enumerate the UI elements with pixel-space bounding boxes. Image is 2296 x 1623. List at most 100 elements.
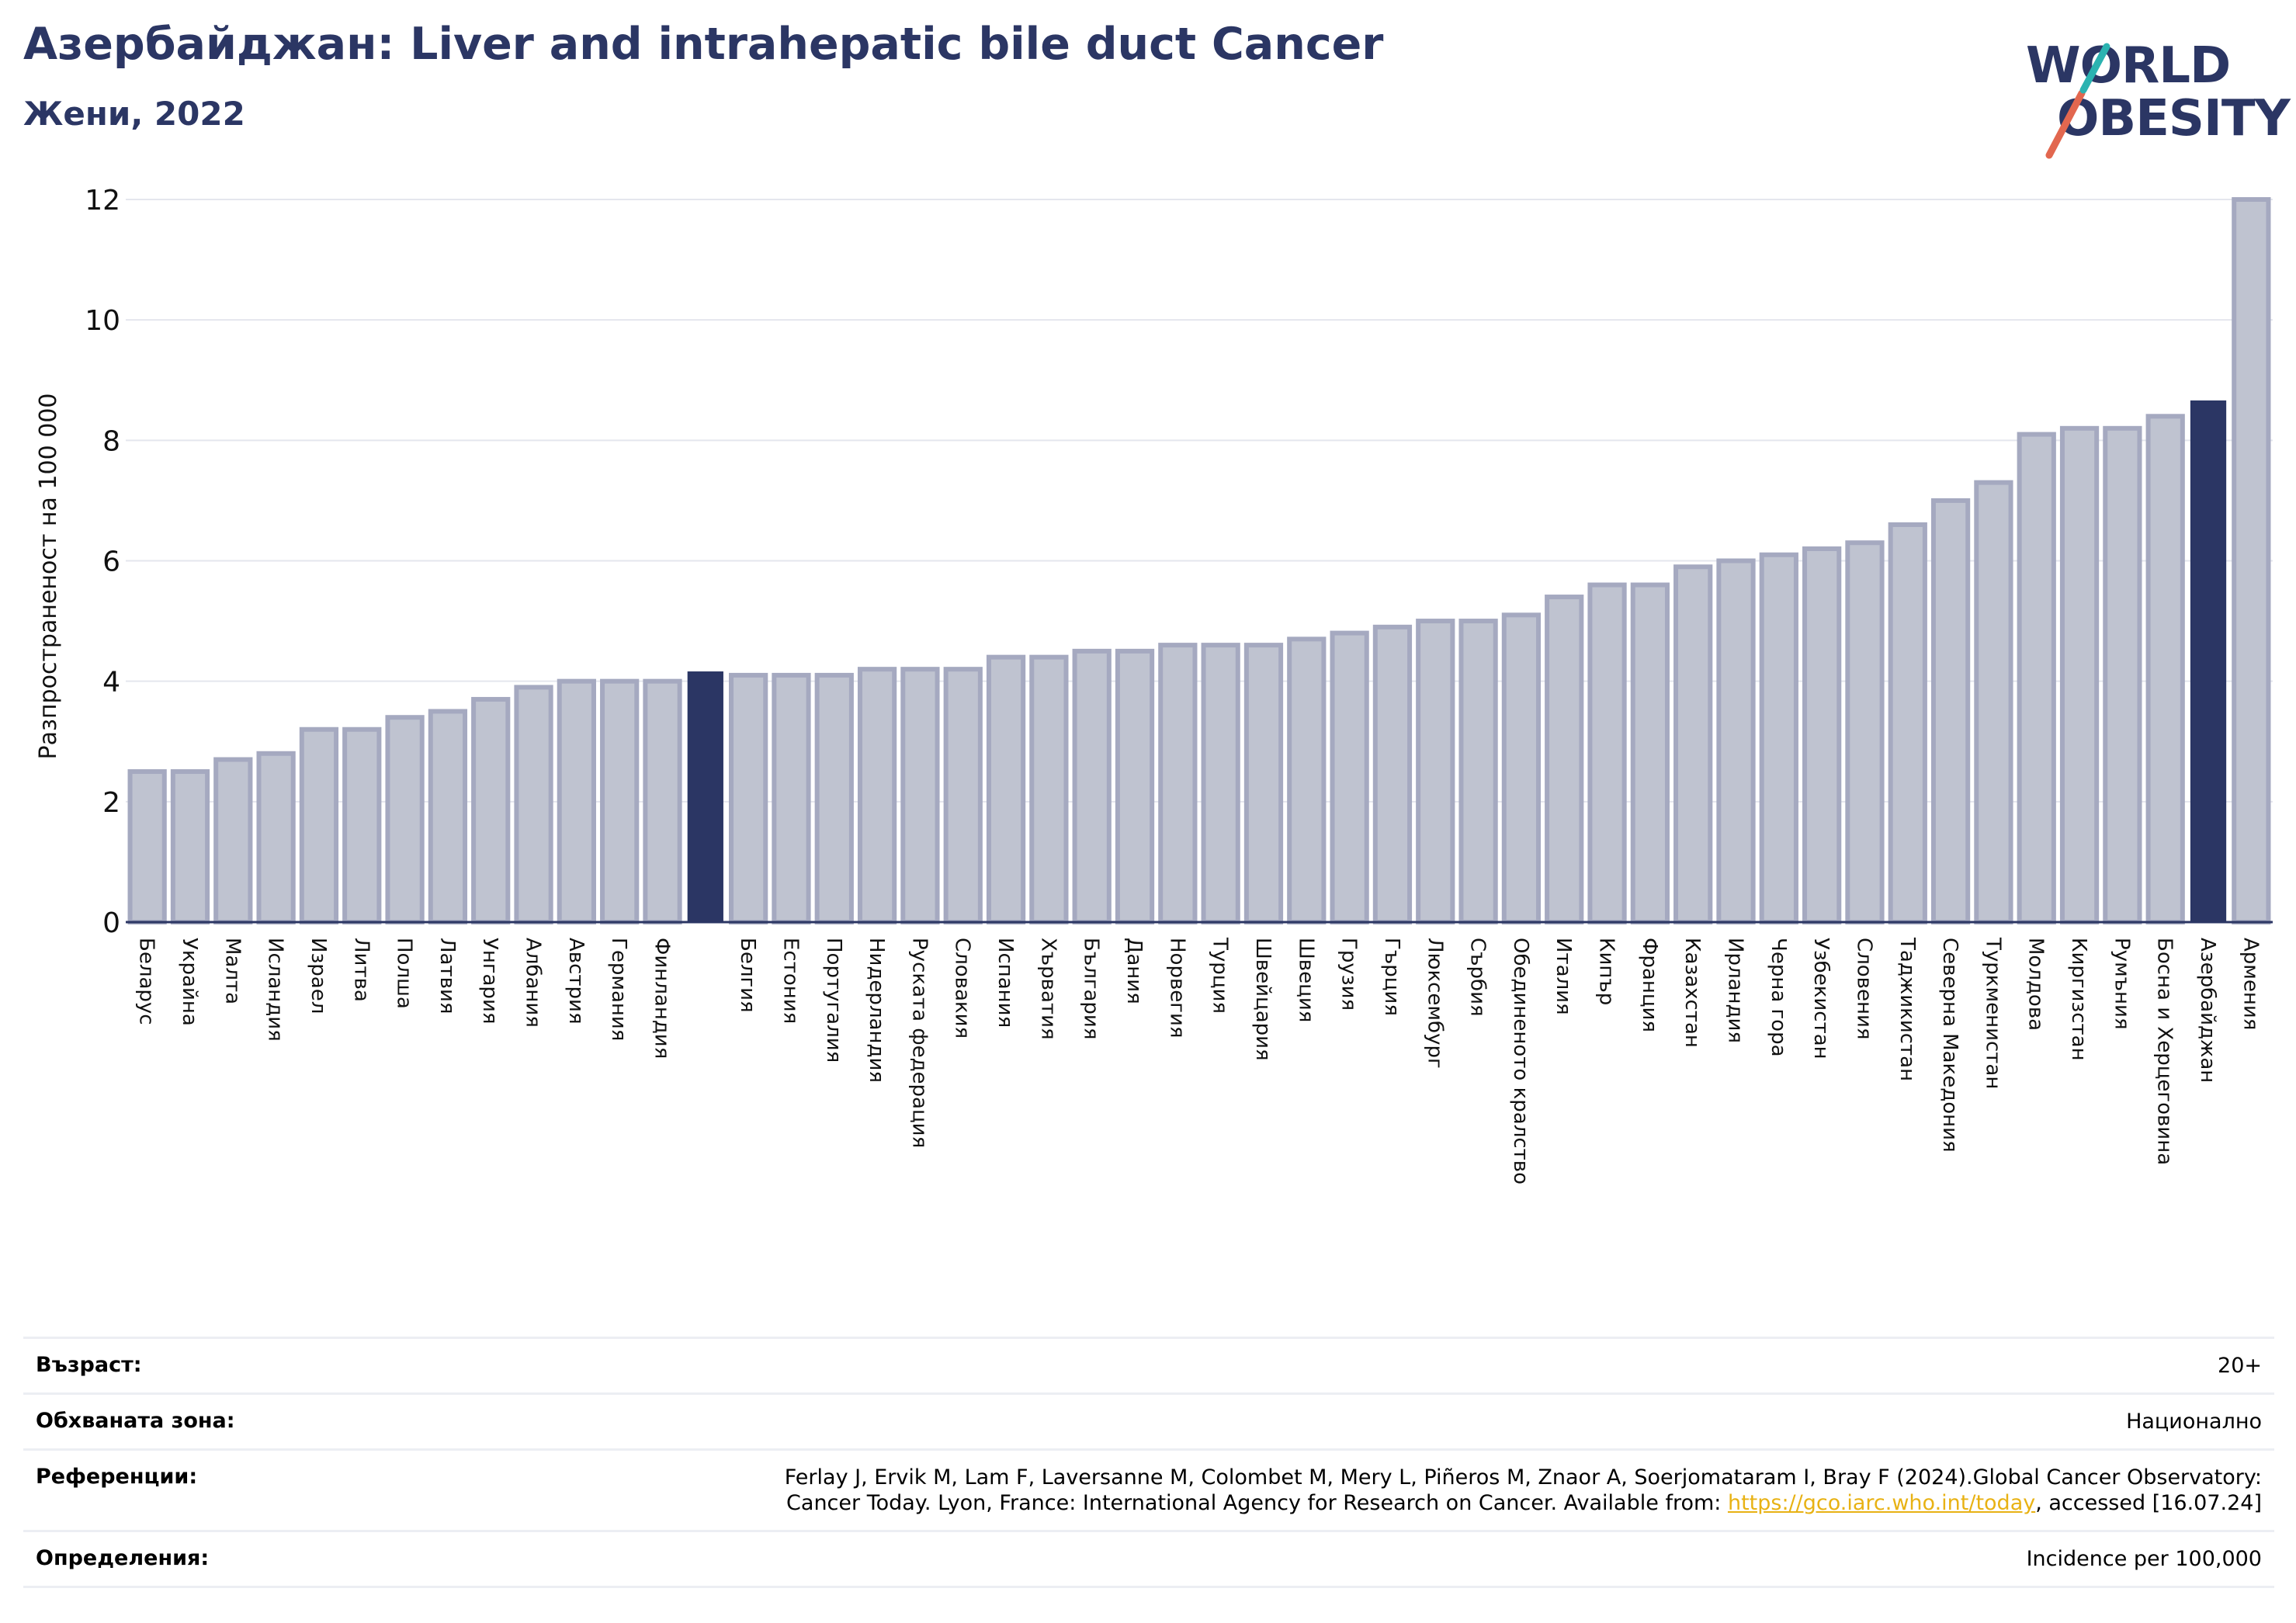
x-tick-label: Унгария — [478, 938, 501, 1024]
coverage-value: Национално — [2126, 1410, 2262, 1434]
chart-title: Азербайджан: Liver and intrahepatic bile… — [23, 19, 1384, 70]
info-row-coverage: Обхваната зона: Национално — [23, 1392, 2274, 1448]
bar — [514, 685, 553, 924]
bar — [170, 769, 210, 925]
y-axis-ticks: 0 2 4 6 8 10 12 — [85, 185, 120, 939]
references-label: Референции: — [36, 1465, 198, 1489]
x-tick-label: Латвия — [435, 938, 459, 1014]
x-tick-label: Исландия — [264, 938, 287, 1042]
bar — [729, 672, 768, 924]
y-tick-label: 10 — [85, 305, 120, 337]
x-tick-label: Гърция — [1380, 938, 1403, 1016]
bar — [1545, 595, 1584, 924]
bar — [1072, 648, 1112, 924]
logo-word-obesity: OBESITY — [2057, 90, 2291, 147]
x-tick-label: Турция — [1209, 937, 1232, 1014]
bar — [256, 751, 296, 924]
references-line2-pre: Cancer Today. Lyon, France: Internationa… — [786, 1491, 1728, 1515]
bar — [1587, 582, 1627, 924]
x-tick-label: Босна и Херцеговина — [2153, 938, 2176, 1165]
x-tick-label: България — [1080, 938, 1103, 1039]
bar — [428, 709, 468, 924]
bar — [299, 727, 339, 924]
x-tick-label: Малта — [220, 938, 244, 1004]
bar — [471, 696, 511, 924]
x-tick-label: Руската федерация — [907, 938, 931, 1148]
x-tick-label: Румъния — [2110, 938, 2133, 1030]
x-tick-label: Узбекистан — [1809, 938, 1833, 1059]
bar-chart: 0 2 4 6 8 10 12 Беларус Украйна Малта Исландия Изр… — [35, 185, 2273, 1184]
x-tick-label: Обединеното кралство — [1509, 938, 1532, 1184]
bar — [643, 678, 682, 925]
bar — [2145, 414, 2185, 924]
bar — [1716, 558, 1756, 924]
x-tick-label: Швейцария — [1251, 938, 1275, 1061]
bar — [1458, 619, 1498, 924]
bar-highlight — [2190, 400, 2227, 923]
bar — [1630, 582, 1670, 924]
x-tick-label: Словакия — [951, 938, 974, 1039]
bar — [900, 667, 940, 925]
x-tick-label: Испания — [994, 938, 1017, 1028]
info-table: Възраст: 20+ Обхваната зона: Национално … — [23, 1337, 2274, 1588]
x-tick-label: Португалия — [822, 938, 845, 1063]
x-tick-label: Беларус — [135, 938, 158, 1025]
x-tick-label: Полша — [393, 938, 416, 1009]
x-tick-label: Австрия — [564, 938, 588, 1025]
y-tick-label: 2 — [102, 787, 120, 819]
bar — [814, 672, 854, 924]
x-tick-label: Армения — [2239, 938, 2262, 1030]
x-tick-label: Украйна — [178, 938, 201, 1026]
bar — [1673, 564, 1713, 925]
bar-highlight — [687, 671, 723, 923]
definitions-label: Определения: — [36, 1546, 210, 1570]
info-row-age: Възраст: 20+ — [23, 1337, 2274, 1392]
references-link[interactable]: https://gco.iarc.who.int/today — [1727, 1491, 2036, 1515]
x-axis-labels: Беларус Украйна Малта Исландия Израел Литва По… — [135, 937, 2263, 1184]
bar — [1845, 540, 1885, 924]
references-line1: Ferlay J, Ervik M, Lam F, Laversanne M, … — [784, 1465, 2262, 1489]
y-tick-label: 4 — [102, 667, 120, 699]
bar — [857, 667, 897, 925]
bar — [1243, 643, 1284, 924]
bar — [1974, 480, 2013, 924]
x-tick-label: Германия — [607, 938, 630, 1041]
bar — [1888, 522, 1927, 924]
x-tick-label: Финландия — [650, 938, 674, 1059]
x-tick-label: Таджикистан — [1895, 937, 1919, 1081]
y-axis-label: Разпространеност на 100 000 — [35, 394, 62, 760]
x-tick-label: Ирландия — [1724, 938, 1747, 1043]
references-line2-post: , accessed [16.07.24] — [2035, 1491, 2262, 1515]
x-tick-label: Естония — [779, 938, 802, 1024]
bar — [1759, 552, 1798, 924]
x-tick-label: Азербайджан — [2196, 938, 2219, 1083]
x-tick-label: Нидерландия — [865, 938, 888, 1083]
references-value: Ferlay J, Ervik M, Lam F, Laversanne M, … — [785, 1465, 2262, 1516]
x-tick-label: Дания — [1122, 938, 1146, 1004]
x-tick-label: Швеция — [1294, 938, 1317, 1022]
bar — [600, 678, 640, 925]
bar — [1115, 648, 1155, 924]
definitions-value: Incidence per 100,000 — [2026, 1547, 2262, 1571]
bar — [1201, 643, 1240, 924]
x-tick-label: Туркменистан — [1981, 937, 2004, 1089]
coverage-label: Обхваната зона: — [36, 1409, 235, 1433]
x-tick-label: Франция — [1638, 938, 1661, 1032]
bar — [1158, 643, 1198, 924]
bar — [557, 678, 596, 925]
logo-slash-icon — [2045, 43, 2110, 159]
bar — [2017, 432, 2056, 924]
age-label: Възраст: — [36, 1353, 142, 1377]
bar — [986, 654, 1026, 925]
x-tick-label: Казахстан — [1680, 938, 1704, 1048]
x-tick-label: Литва — [349, 938, 373, 1002]
bar — [1802, 546, 1842, 924]
y-tick-label: 8 — [102, 425, 120, 457]
chart-subtitle: Жени, 2022 — [23, 95, 245, 133]
bar — [1501, 612, 1542, 924]
x-tick-label: Люксембург — [1423, 938, 1446, 1069]
bar — [2232, 197, 2271, 924]
info-row-definitions: Определения: Incidence per 100,000 — [23, 1530, 2274, 1588]
logo-word-world: WORLD — [2026, 37, 2231, 95]
y-tick-label: 12 — [85, 185, 120, 217]
